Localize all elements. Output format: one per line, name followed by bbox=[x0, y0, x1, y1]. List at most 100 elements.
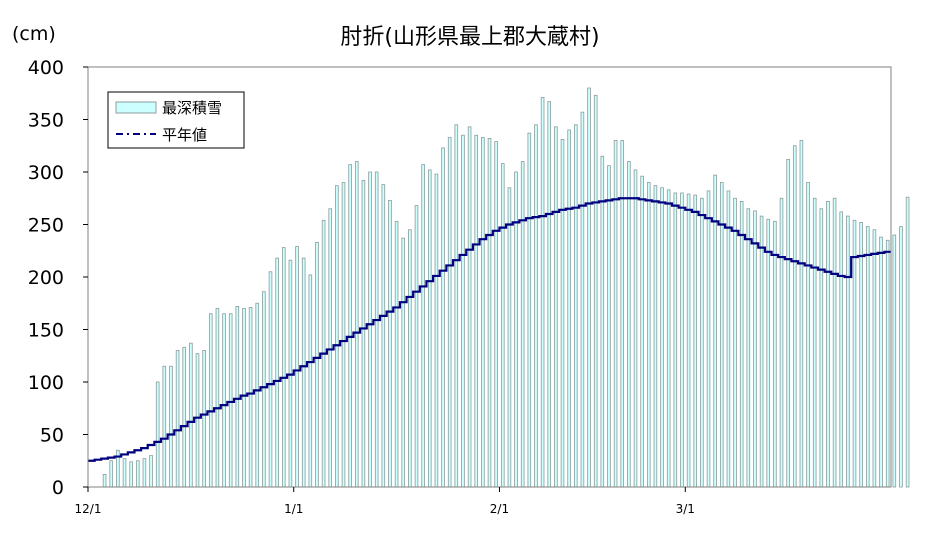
snow-bar bbox=[129, 461, 133, 488]
snow-bar bbox=[726, 190, 731, 488]
snow-bar bbox=[308, 274, 313, 488]
snow-bar bbox=[341, 182, 346, 488]
snow-bar bbox=[481, 136, 485, 488]
snow-bar bbox=[560, 139, 565, 488]
x-tick-label: 2/1 bbox=[490, 502, 509, 516]
snow-bar bbox=[248, 307, 253, 488]
snow-bar bbox=[573, 124, 578, 488]
snow-bar bbox=[607, 165, 611, 488]
snow-bar bbox=[500, 163, 505, 488]
snow-bar bbox=[733, 197, 737, 488]
snow-bar bbox=[812, 197, 817, 488]
snow-bar bbox=[361, 179, 366, 488]
snow-bar bbox=[885, 239, 890, 488]
snow-bar bbox=[242, 308, 246, 488]
snow-bar bbox=[228, 313, 233, 488]
snow-bar bbox=[686, 193, 691, 488]
snow-bar bbox=[905, 196, 910, 488]
legend-label-max-snow: 最深積雪 bbox=[162, 99, 222, 117]
snow-bar bbox=[567, 129, 571, 488]
snow-bar bbox=[348, 164, 352, 488]
y-tick-label: 50 bbox=[40, 425, 64, 447]
snow-bar bbox=[700, 197, 704, 488]
snow-bar bbox=[527, 132, 532, 488]
snow-bar bbox=[414, 205, 419, 488]
y-unit-label: (cm) bbox=[12, 23, 56, 45]
snow-bar bbox=[759, 215, 764, 488]
snow-bar bbox=[580, 111, 585, 488]
snow-bar bbox=[819, 208, 824, 488]
snow-bar bbox=[175, 350, 180, 488]
snow-bar bbox=[281, 247, 286, 488]
snow-bar bbox=[315, 241, 319, 488]
snow-bar bbox=[534, 124, 538, 488]
snow-bar bbox=[773, 220, 777, 488]
snow-bar bbox=[262, 291, 266, 488]
snow-bar bbox=[613, 140, 618, 488]
x-tick-label: 1/1 bbox=[284, 502, 303, 516]
snow-bar bbox=[673, 192, 678, 488]
y-tick-label: 400 bbox=[28, 57, 64, 79]
y-tick-label: 350 bbox=[28, 110, 64, 132]
snow-bar bbox=[215, 308, 220, 488]
snow-bar bbox=[520, 161, 525, 488]
legend-label-normal: 平年値 bbox=[162, 126, 207, 144]
snow-bar bbox=[182, 346, 187, 488]
snow-bar bbox=[746, 208, 751, 488]
snow-bar bbox=[487, 137, 492, 488]
snow-bar bbox=[222, 313, 226, 488]
chart-title: 肘折(山形県最上郡大蔵村) bbox=[340, 25, 599, 50]
snow-bar bbox=[786, 158, 790, 488]
snow-bar bbox=[739, 200, 744, 488]
snow-bar bbox=[554, 126, 558, 488]
snow-bar bbox=[335, 185, 339, 488]
snow-bar bbox=[441, 147, 445, 488]
snow-bar bbox=[467, 126, 472, 488]
snow-bar bbox=[102, 473, 107, 488]
snow-bar bbox=[799, 140, 804, 488]
snow-bar bbox=[454, 124, 459, 488]
snow-bar bbox=[368, 171, 372, 488]
x-tick-label: 3/1 bbox=[676, 502, 695, 516]
snow-bar bbox=[859, 221, 863, 488]
snow-bar bbox=[149, 455, 153, 488]
snow-bar bbox=[633, 169, 638, 488]
snow-bar bbox=[388, 199, 392, 488]
snow-bar bbox=[169, 365, 173, 488]
snow-bar bbox=[719, 182, 724, 488]
snow-bar bbox=[540, 97, 545, 488]
snow-bar bbox=[593, 94, 598, 488]
y-tick-label: 150 bbox=[28, 320, 64, 342]
snow-bar bbox=[766, 218, 771, 488]
snow-bar bbox=[328, 208, 333, 488]
snow-bar bbox=[892, 234, 897, 488]
snow-bar bbox=[792, 145, 797, 488]
snow-bar bbox=[268, 271, 273, 488]
legend: 最深積雪 平年値 bbox=[107, 91, 245, 149]
snow-bar bbox=[852, 219, 857, 488]
snow-bar bbox=[202, 350, 206, 488]
snow-bar bbox=[155, 381, 160, 488]
snow-bar bbox=[142, 458, 147, 488]
snow-bar bbox=[706, 190, 711, 488]
snow-bar bbox=[275, 257, 279, 488]
snow-bar bbox=[872, 229, 877, 488]
snow-bar bbox=[135, 460, 140, 488]
snow-bar bbox=[660, 187, 664, 488]
y-tick-label: 300 bbox=[28, 162, 64, 184]
snow-bar bbox=[832, 197, 837, 488]
snow-bar bbox=[354, 161, 359, 488]
snow-bar bbox=[195, 353, 200, 488]
snow-bar bbox=[162, 365, 167, 488]
snow-bar bbox=[547, 101, 552, 488]
snow-bar bbox=[653, 185, 658, 488]
snow-bar bbox=[600, 155, 605, 488]
snow-bar bbox=[189, 342, 193, 488]
snow-bar bbox=[839, 211, 844, 488]
y-tick-label: 250 bbox=[28, 215, 64, 237]
snow-bar bbox=[408, 229, 412, 488]
snow-bar bbox=[846, 215, 850, 488]
snow-bar bbox=[301, 257, 306, 488]
snow-bar bbox=[235, 305, 240, 488]
